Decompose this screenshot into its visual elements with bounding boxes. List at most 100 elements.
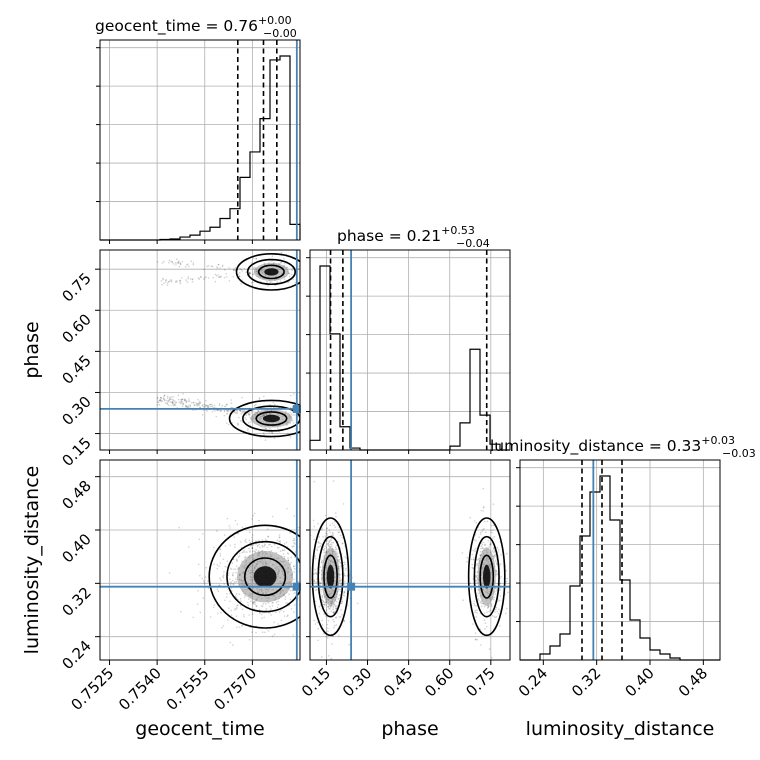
y-tick-label-phase: 0.15 (58, 434, 94, 470)
sample-point (462, 599, 465, 601)
x-tick-label-phase: 0.75 (462, 664, 498, 700)
sample-point (187, 405, 190, 407)
sample-point (333, 620, 335, 623)
sample-point (233, 411, 236, 413)
sample-point (258, 397, 261, 399)
sample-point (335, 616, 338, 618)
sample-point (491, 531, 493, 534)
sample-point (219, 410, 222, 413)
title-geocent-time-upper: +0.00 (258, 14, 292, 27)
sample-point (176, 280, 178, 282)
sample-point (199, 402, 201, 404)
sample-point (243, 549, 245, 552)
sample-point (233, 568, 235, 570)
sample-point (321, 594, 324, 597)
sample-point (324, 545, 326, 547)
sample-point (233, 267, 235, 270)
sample-point (240, 268, 243, 271)
sample-point (321, 559, 324, 562)
sample-point (226, 410, 229, 412)
sample-point (473, 520, 476, 522)
sample-point (178, 265, 181, 268)
sample-point (204, 576, 207, 578)
sample-point (232, 574, 234, 577)
sample-point (315, 567, 317, 569)
sample-point (307, 420, 309, 422)
sample-point (333, 626, 335, 629)
sample-point (275, 601, 278, 603)
sample-point (288, 604, 291, 607)
sample-point (207, 587, 210, 590)
histogram-geocent-time (100, 55, 301, 241)
sample-point (172, 402, 175, 404)
sample-point (209, 616, 212, 618)
sample-point (289, 589, 292, 592)
sample-point (251, 547, 254, 549)
sample-point (188, 265, 190, 268)
sample-point (245, 271, 247, 274)
sample-point (302, 561, 304, 563)
sample-point (172, 399, 175, 402)
sample-point (486, 607, 489, 609)
sample-point (262, 427, 264, 429)
sample-point (474, 604, 476, 607)
sample-point (259, 436, 262, 439)
sample-point (212, 277, 214, 279)
sample-point (189, 405, 191, 407)
sample-point (495, 569, 498, 572)
sample-point (235, 592, 238, 595)
sample-point (258, 543, 260, 545)
sample-point (345, 567, 347, 570)
sample-point (483, 505, 485, 508)
sample-point (282, 610, 285, 613)
sample-point (243, 616, 245, 618)
sample-point (471, 566, 474, 569)
sample-point (207, 406, 210, 409)
sample-point (482, 487, 485, 490)
sample-point (332, 534, 334, 537)
sample-point (264, 603, 267, 605)
sample-point (275, 611, 277, 614)
sample-point (248, 272, 251, 274)
sample-point (487, 606, 490, 608)
sample-point (302, 614, 304, 616)
sample-point (306, 568, 308, 570)
sample-point (489, 543, 491, 546)
sample-point (335, 516, 337, 518)
sample-point (171, 404, 173, 406)
sample-point (198, 538, 201, 541)
sample-point (201, 404, 204, 407)
sample-point (241, 409, 244, 412)
sample-point (313, 579, 316, 581)
sample-point (258, 609, 261, 611)
sample-point (161, 283, 163, 286)
y-tick-label-phase: 0.45 (58, 351, 94, 387)
sample-point (180, 263, 182, 265)
sample-point (236, 560, 238, 562)
sample-point (179, 279, 182, 282)
sample-point (479, 550, 482, 553)
sample-point (343, 592, 345, 595)
panel-luminosity-distance-vs-geocent-time (168, 508, 317, 646)
sample-point (184, 399, 186, 401)
sample-point (164, 402, 167, 404)
sample-point (163, 400, 166, 402)
sample-point (237, 422, 239, 425)
sample-point (192, 402, 195, 404)
sample-point (291, 545, 294, 548)
sample-point (243, 596, 246, 598)
sample-point (483, 605, 486, 608)
sample-point (229, 527, 231, 529)
sample-point (325, 547, 328, 549)
sample-point (240, 413, 242, 415)
sample-point (189, 404, 191, 406)
sample-point (331, 635, 334, 638)
sample-point (213, 604, 216, 606)
sample-point (237, 556, 240, 558)
sample-point (234, 412, 237, 414)
sample-point (160, 397, 163, 400)
sample-point (162, 398, 165, 401)
panel-frame-geocent-time-vs-geocent-time (99, 39, 301, 241)
sample-point (332, 533, 334, 535)
sample-point (251, 534, 254, 536)
